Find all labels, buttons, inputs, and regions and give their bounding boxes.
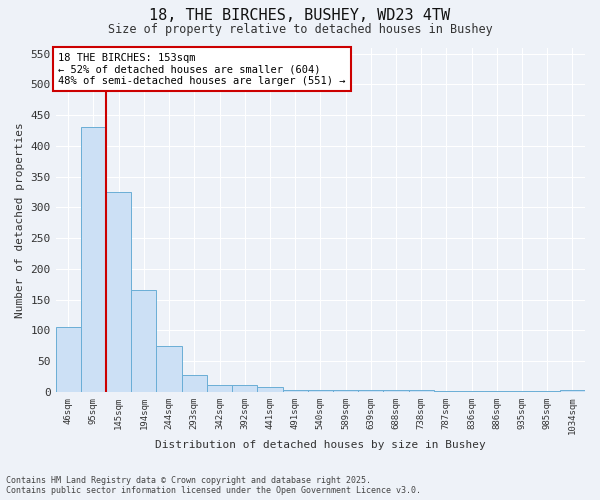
Bar	[131, 290, 157, 392]
Bar	[207, 384, 232, 392]
Bar	[157, 346, 182, 392]
Y-axis label: Number of detached properties: Number of detached properties	[15, 122, 25, 318]
Bar	[560, 390, 585, 392]
Bar	[308, 390, 333, 392]
Bar	[383, 390, 409, 392]
Text: Contains HM Land Registry data © Crown copyright and database right 2025.
Contai: Contains HM Land Registry data © Crown c…	[6, 476, 421, 495]
Bar	[81, 128, 106, 392]
Bar	[434, 390, 459, 392]
Bar	[106, 192, 131, 392]
Bar	[56, 328, 81, 392]
Text: 18, THE BIRCHES, BUSHEY, WD23 4TW: 18, THE BIRCHES, BUSHEY, WD23 4TW	[149, 8, 451, 22]
Text: Size of property relative to detached houses in Bushey: Size of property relative to detached ho…	[107, 22, 493, 36]
Bar	[257, 387, 283, 392]
Bar	[459, 390, 484, 392]
Bar	[283, 390, 308, 392]
Bar	[182, 376, 207, 392]
Bar	[409, 390, 434, 392]
X-axis label: Distribution of detached houses by size in Bushey: Distribution of detached houses by size …	[155, 440, 486, 450]
Bar	[333, 390, 358, 392]
Bar	[358, 390, 383, 392]
Text: 18 THE BIRCHES: 153sqm
← 52% of detached houses are smaller (604)
48% of semi-de: 18 THE BIRCHES: 153sqm ← 52% of detached…	[58, 52, 346, 86]
Bar	[232, 384, 257, 392]
